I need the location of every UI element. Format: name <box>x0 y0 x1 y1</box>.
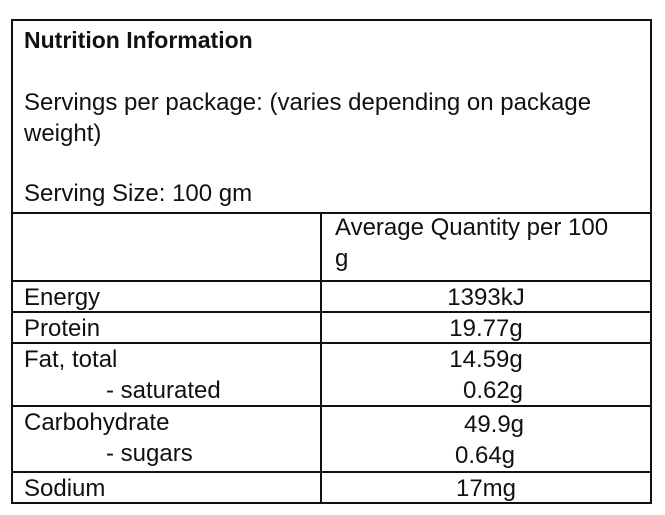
row-subvalue: 0.62g <box>462 377 524 404</box>
row-value: 14.59g 0.62g <box>320 344 650 405</box>
row-value: 49.9g 0.64g <box>320 407 650 473</box>
serving-size: Serving Size: 100 gm <box>24 180 253 207</box>
row-value-main: 14.59g <box>449 346 523 373</box>
row-label: Energy <box>24 284 101 311</box>
table-header: Nutrition Information Servings per packa… <box>13 21 650 214</box>
table-row: Carbohydrate - sugars 49.9g 0.64g <box>13 407 650 473</box>
table-row: Protein 19.77g <box>13 313 650 344</box>
table-title: Nutrition Information <box>24 27 253 53</box>
nutrition-table: Nutrition Information Servings per packa… <box>11 19 652 504</box>
row-value-main: 49.9g <box>463 411 525 438</box>
row-value: 17mg <box>320 473 650 504</box>
row-label: Protein <box>24 315 101 342</box>
row-sublabel: - sugars <box>106 440 193 467</box>
row-label-main: Fat, total <box>24 346 118 373</box>
row-label: Carbohydrate - sugars <box>24 407 193 469</box>
row-value: 19.77g <box>320 313 650 342</box>
column-header-row: Average Quantity per 100 g <box>13 212 650 282</box>
row-sublabel: - saturated <box>106 377 221 404</box>
row-subvalue: 0.64g <box>454 442 516 469</box>
table-row: Sodium 17mg <box>13 473 650 504</box>
row-label: Sodium <box>24 475 106 502</box>
table-row: Fat, total - saturated 14.59g 0.62g <box>13 344 650 407</box>
servings-per-package: Servings per package: (varies depending … <box>24 89 592 147</box>
row-label: Fat, total - saturated <box>24 344 221 406</box>
row-label-main: Carbohydrate <box>24 409 170 436</box>
column-header: Average Quantity per 100 g <box>320 212 650 280</box>
table-row: Energy 1393kJ <box>13 282 650 313</box>
row-value: 1393kJ <box>320 282 650 311</box>
